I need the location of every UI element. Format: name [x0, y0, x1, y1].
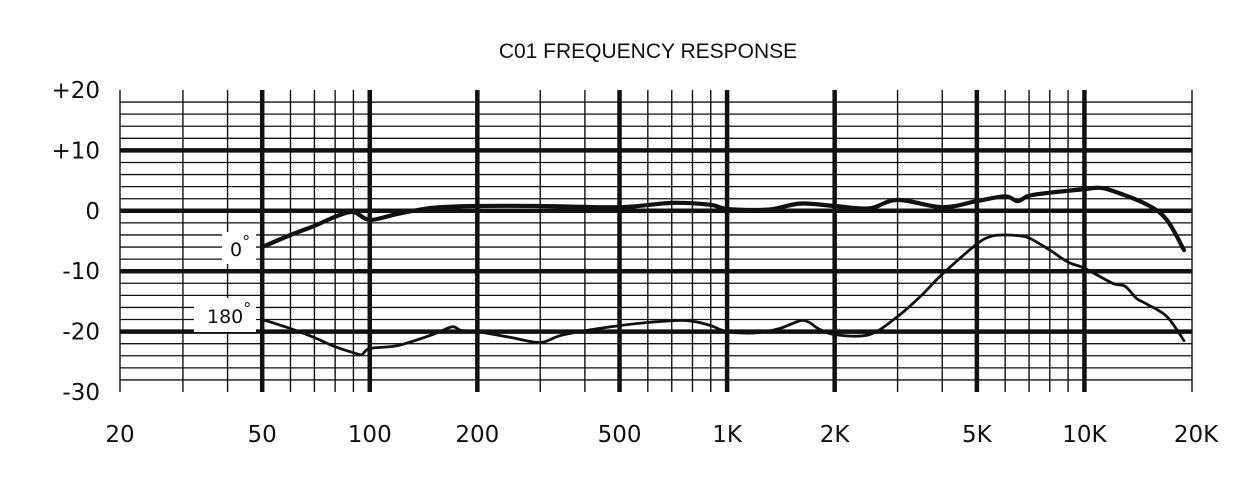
y-tick-label: +10 — [51, 138, 100, 164]
y-tick-label: -10 — [62, 259, 100, 285]
y-tick-label: 0 — [85, 199, 100, 225]
x-tick-label: 2K — [820, 422, 851, 448]
x-tick-label: 20K — [1174, 422, 1219, 448]
x-tick-label: 20 — [105, 422, 134, 448]
x-tick-label: 1K — [712, 422, 743, 448]
curve-labels: 0° 180° — [194, 232, 256, 332]
series-lines — [260, 185, 1187, 357]
major-gridlines — [120, 90, 1192, 392]
x-tick-label: 100 — [348, 422, 392, 448]
y-tick-label: -30 — [62, 380, 100, 406]
x-tick-label: 50 — [248, 422, 277, 448]
chart-title: C01 FREQUENCY RESPONSE — [499, 40, 797, 63]
curve-label-180-degree: 180° — [207, 299, 251, 328]
x-axis-tick-labels: 20 50 100 200 500 1K 2K 5K 10K 20K — [105, 422, 1219, 448]
x-tick-label: 5K — [962, 422, 993, 448]
curve-label-background — [194, 298, 256, 332]
y-axis-tick-labels: +20 +10 0 -10 -20 -30 — [51, 78, 100, 406]
x-tick-label: 10K — [1062, 422, 1107, 448]
curve-label-0-degree: 0° — [230, 232, 250, 261]
y-tick-label: -20 — [62, 320, 100, 346]
curve-label-background — [222, 232, 256, 264]
x-tick-label: 500 — [598, 422, 642, 448]
series-line-0-degree — [260, 185, 1187, 253]
y-tick-label: +20 — [51, 78, 100, 104]
series-line-180-degree — [260, 233, 1186, 357]
x-tick-label: 200 — [455, 422, 499, 448]
